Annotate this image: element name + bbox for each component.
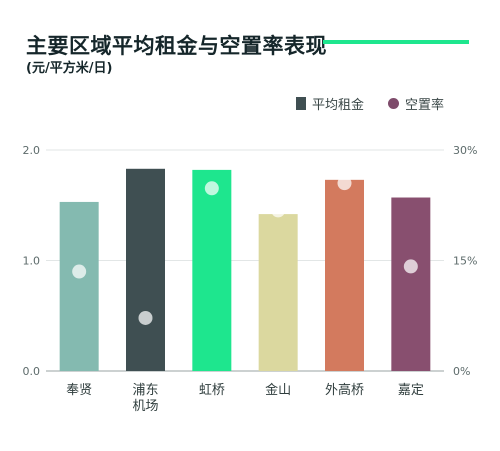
rent-bar xyxy=(192,169,232,371)
x-axis-category-label: 虹桥 xyxy=(199,383,225,398)
rent-bar xyxy=(391,197,431,371)
y-axis-right-tick-label: 30% xyxy=(453,144,477,157)
legend-label-vacancy: 空置率 xyxy=(405,98,445,113)
y-axis-right-tick-label: 0% xyxy=(453,365,470,378)
y-axis-left-tick-label: 1.0 xyxy=(23,255,41,268)
rent-bar xyxy=(258,214,298,371)
y-axis-left-tick-label: 0.0 xyxy=(23,365,41,378)
chart-title: 主要区域平均租金与空置率表现 xyxy=(26,34,327,58)
vacancy-dot xyxy=(403,259,418,274)
legend-bar-swatch xyxy=(296,97,306,110)
vacancy-dot xyxy=(138,310,153,325)
rent-bar xyxy=(59,201,99,371)
rent-bar xyxy=(325,179,364,371)
y-axis-left-tick-label: 2.0 xyxy=(23,144,41,157)
vacancy-dot xyxy=(271,203,286,218)
rent-bar xyxy=(126,168,165,371)
legend-item-rent: 平均租金 xyxy=(296,94,364,113)
vacancy-dot xyxy=(72,264,87,279)
legend-dot-swatch xyxy=(388,98,399,109)
x-axis-category-label: 嘉定 xyxy=(398,383,424,398)
legend-item-vacancy: 空置率 xyxy=(388,94,444,113)
y-axis-right-tick-label: 15% xyxy=(453,255,477,268)
vacancy-dot xyxy=(337,176,352,191)
chart-subtitle-unit: (元/平方米/日) xyxy=(26,61,113,76)
x-axis-category-label: 奉贤 xyxy=(66,383,92,398)
x-axis-category-label: 金山 xyxy=(265,382,291,398)
title-accent-line xyxy=(323,40,469,44)
legend-label-rent: 平均租金 xyxy=(312,98,365,113)
x-axis-category-label: 外高桥 xyxy=(325,382,364,398)
x-axis-category-label: 浦东机场 xyxy=(132,383,158,414)
vacancy-dot xyxy=(204,181,219,196)
